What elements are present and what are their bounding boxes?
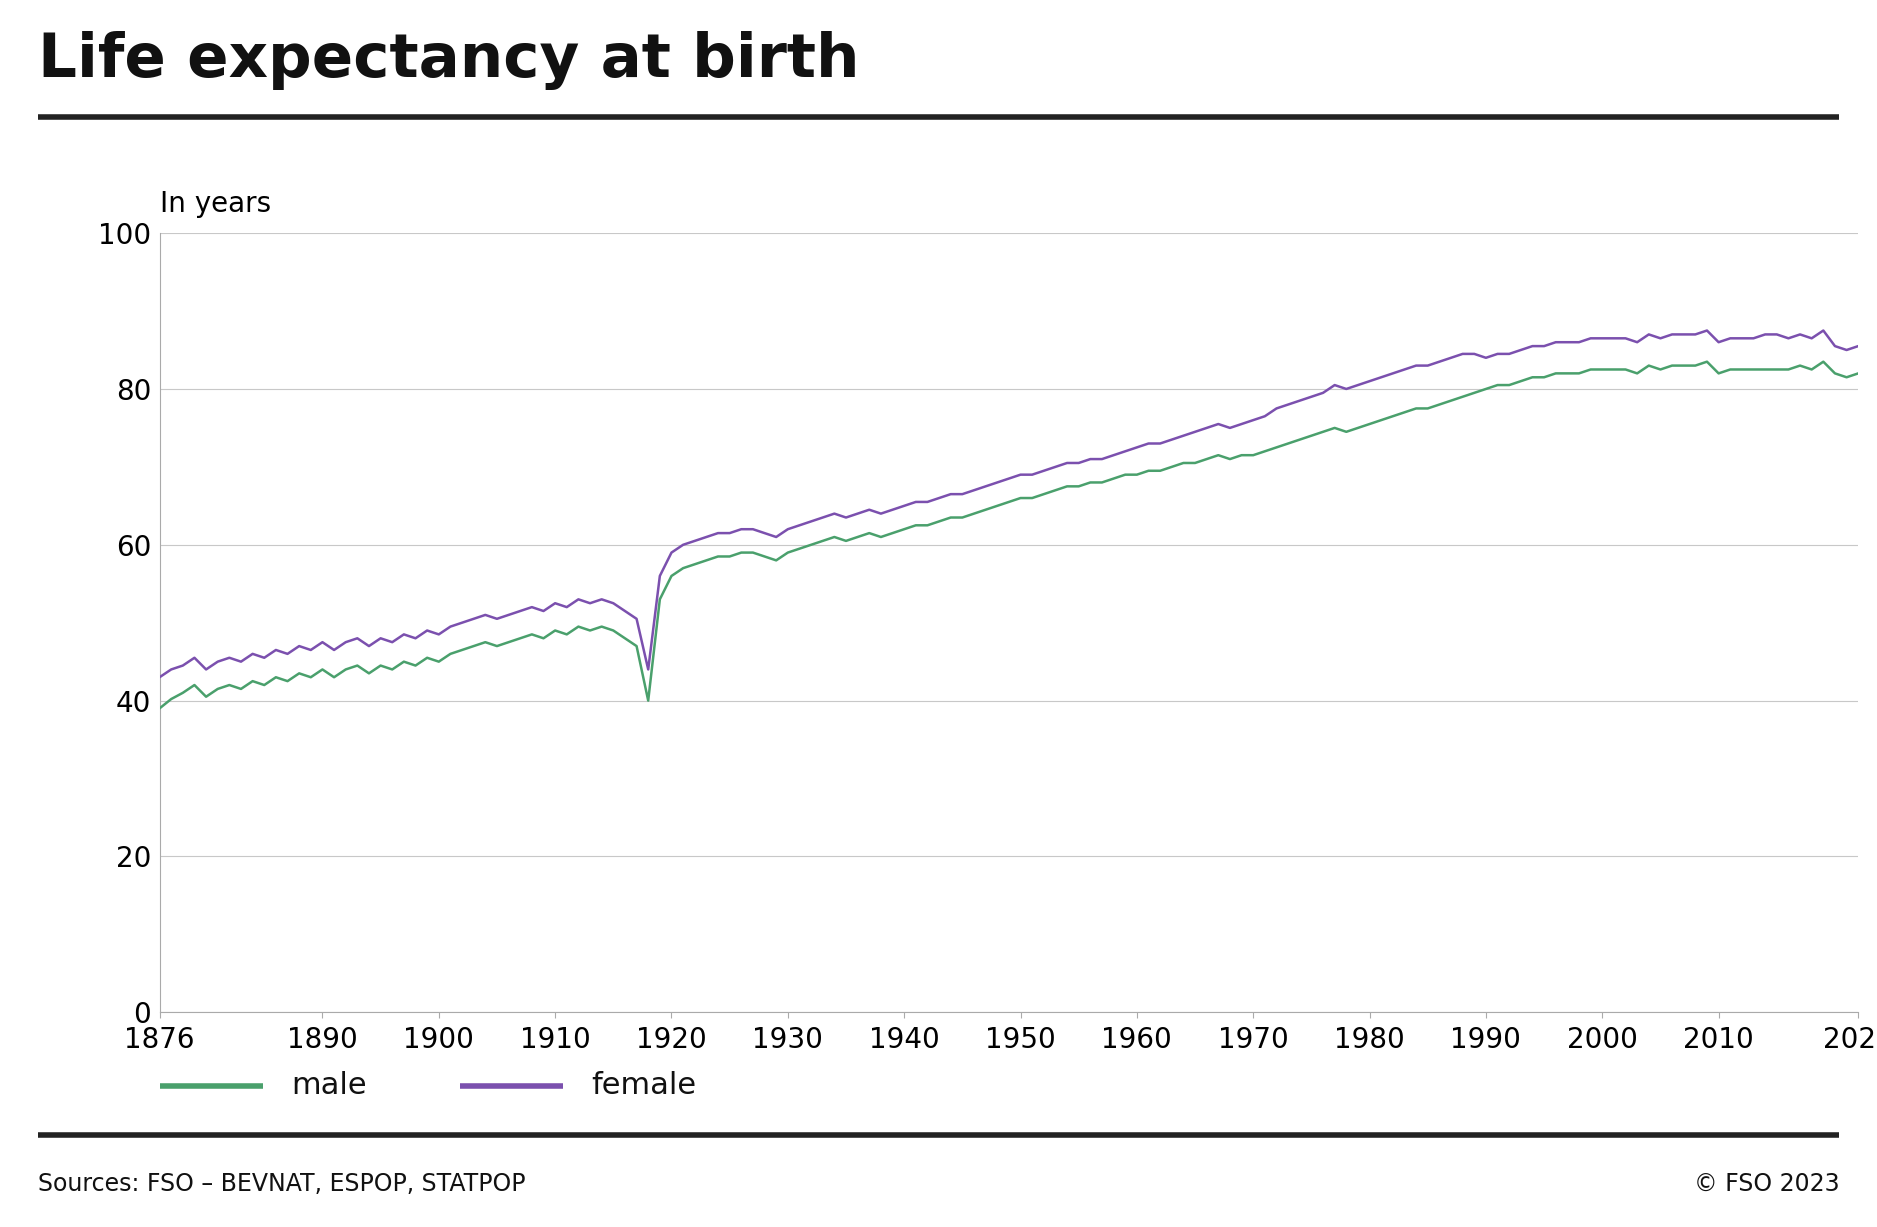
Text: Sources: FSO – BEVNAT, ESPOP, STATPOP: Sources: FSO – BEVNAT, ESPOP, STATPOP (38, 1172, 526, 1196)
Text: In years: In years (160, 190, 270, 218)
Text: female: female (591, 1071, 696, 1101)
Text: Life expectancy at birth: Life expectancy at birth (38, 31, 860, 90)
Text: male: male (291, 1071, 366, 1101)
Text: © FSO 2023: © FSO 2023 (1693, 1172, 1839, 1196)
